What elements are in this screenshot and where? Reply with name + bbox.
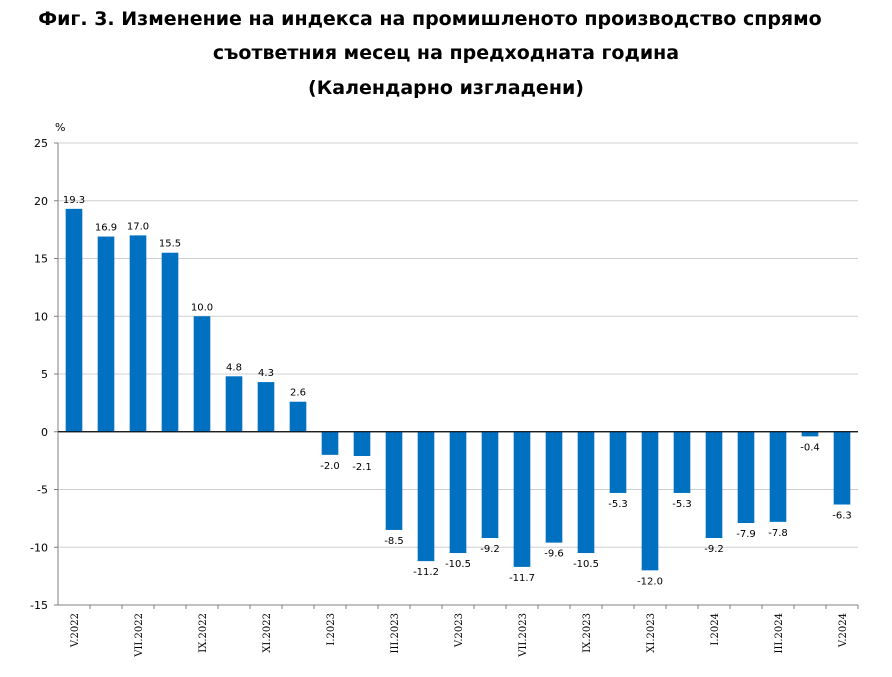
bar (705, 431, 723, 539)
x-tick-label: V.2024 (838, 613, 849, 648)
x-tick-label: III.2023 (390, 613, 401, 653)
bar (65, 208, 83, 432)
chart-title-line-3: (Календарно изгладени) (308, 77, 584, 99)
data-label: -0.4 (800, 442, 820, 453)
y-tick-label: 15 (34, 253, 48, 266)
x-tick-label: V.2023 (454, 613, 465, 648)
data-label: 4.3 (258, 368, 274, 379)
data-label: -11.2 (413, 567, 439, 578)
bar (289, 401, 307, 432)
data-label: -7.8 (768, 528, 788, 539)
bars (65, 208, 851, 571)
data-label: 17.0 (127, 221, 149, 232)
y-tick-label: 20 (34, 195, 48, 208)
bar (833, 431, 851, 505)
bar (769, 431, 787, 522)
data-label: 15.5 (159, 239, 181, 250)
bar (513, 431, 531, 567)
y-tick-label: -15 (30, 599, 48, 612)
data-label: -2.1 (352, 462, 372, 473)
x-tick-label: V.2022 (70, 613, 81, 648)
bar (161, 252, 179, 432)
y-tick-label: 5 (41, 368, 48, 381)
bar (577, 431, 595, 554)
data-label: -2.0 (320, 461, 340, 472)
bar (449, 431, 467, 554)
data-label: 4.8 (226, 362, 242, 373)
data-label: -8.5 (384, 536, 404, 547)
x-tick-label: XI.2023 (646, 613, 657, 653)
data-label: -7.9 (736, 529, 756, 540)
bar (257, 382, 275, 432)
data-label: 16.9 (95, 223, 117, 234)
data-label: -9.2 (480, 544, 500, 555)
bar (673, 431, 691, 493)
x-tick-label: I.2023 (326, 613, 337, 646)
data-label: -5.3 (608, 499, 628, 510)
x-tick-label: IX.2022 (198, 613, 209, 653)
y-tick-label: -5 (37, 484, 48, 497)
data-label: -10.5 (445, 559, 471, 570)
bar (97, 236, 115, 432)
bar (417, 431, 435, 562)
chart-title-line-1: Фиг. 3. Изменение на индекса на промишле… (38, 8, 822, 30)
bar (353, 431, 371, 457)
data-label: -12.0 (637, 576, 663, 587)
x-tick-label: VII.2022 (134, 613, 145, 658)
data-label: -6.3 (832, 511, 852, 522)
x-axis: V.2022 VII.2022 IX.2022 XI.2022 I.2023 III.20… (58, 431, 859, 658)
data-label: 10.0 (191, 302, 213, 313)
y-tick-label: 10 (34, 310, 48, 323)
bar (225, 376, 243, 432)
x-tick-label: IX.2023 (582, 613, 593, 653)
y-axis: 25 20 15 10 5 0 -5 -10 -15 (30, 137, 59, 612)
data-label: -11.7 (509, 573, 535, 584)
data-label: 19.3 (63, 195, 85, 206)
y-axis-unit-label: % (55, 121, 65, 134)
bar (321, 431, 339, 455)
y-tick-label: -10 (30, 541, 48, 554)
x-tick-label: VII.2023 (518, 613, 529, 658)
bar (737, 431, 755, 523)
bar (481, 431, 499, 539)
bar (641, 431, 659, 571)
data-label: -5.3 (672, 499, 692, 510)
bar (129, 235, 147, 432)
data-labels: 19.3 16.9 17.0 15.5 10.0 4.8 4.3 2.6 -2.0 -2.1 -8.… (63, 195, 852, 588)
y-tick-label: 0 (41, 426, 48, 439)
bar (385, 431, 403, 530)
bar (193, 316, 211, 432)
data-label: -9.2 (704, 544, 724, 555)
x-tick-label: XI.2022 (262, 613, 273, 653)
data-label: 2.6 (290, 388, 306, 399)
data-label: -9.6 (544, 549, 564, 560)
bar (545, 431, 563, 543)
data-label: -10.5 (573, 559, 599, 570)
bar (609, 431, 627, 493)
bar (801, 431, 819, 437)
x-tick-label: I.2024 (710, 613, 721, 646)
x-tick-label: III.2024 (774, 613, 785, 653)
y-tick-label: 25 (34, 137, 48, 150)
chart-title-line-2: съответния месец на предходната година (212, 42, 680, 64)
